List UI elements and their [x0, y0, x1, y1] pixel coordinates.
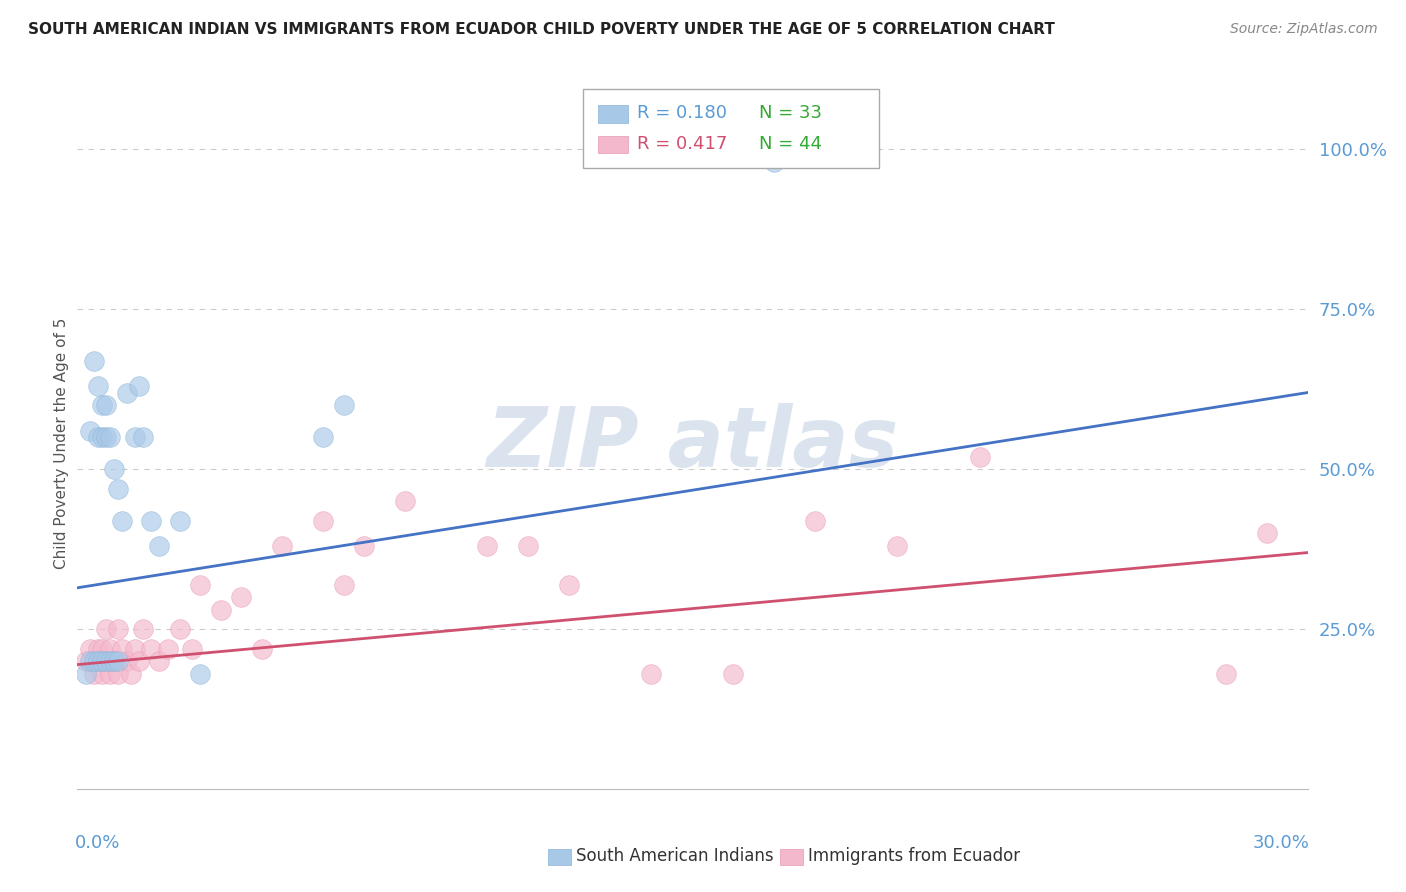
Text: R = 0.180: R = 0.180 [637, 104, 727, 122]
Point [209, 603, 232, 617]
Point [763, 155, 786, 169]
Point [169, 623, 191, 637]
Point [94, 654, 117, 668]
Point [394, 494, 416, 508]
Text: R = 0.417: R = 0.417 [637, 135, 727, 153]
Point [79, 641, 101, 656]
Point [87, 641, 110, 656]
Point [90, 641, 114, 656]
Point [312, 514, 335, 528]
Point [132, 430, 155, 444]
Point [124, 430, 146, 444]
Point [599, 149, 621, 163]
Point [231, 591, 253, 605]
Point [98, 654, 121, 668]
Point [98, 641, 121, 656]
Point [969, 450, 991, 464]
Point [804, 514, 827, 528]
Point [1215, 667, 1237, 681]
Point [181, 641, 204, 656]
Text: Source: ZipAtlas.com: Source: ZipAtlas.com [1230, 22, 1378, 37]
Point [94, 623, 117, 637]
Point [333, 577, 356, 591]
Text: N = 33: N = 33 [759, 104, 823, 122]
Point [250, 641, 273, 656]
Point [90, 654, 114, 668]
Point [90, 667, 114, 681]
Point [94, 398, 117, 412]
Point [83, 654, 105, 668]
Text: Immigrants from Ecuador: Immigrants from Ecuador [808, 847, 1021, 865]
Point [107, 667, 129, 681]
Point [640, 667, 662, 681]
Point [477, 539, 499, 553]
Point [90, 430, 114, 444]
Point [103, 654, 125, 668]
Text: South American Indians: South American Indians [576, 847, 775, 865]
Point [188, 667, 212, 681]
Point [148, 539, 170, 553]
Point [111, 514, 134, 528]
Point [75, 654, 97, 668]
Point [87, 654, 110, 668]
Point [90, 398, 114, 412]
Point [353, 539, 375, 553]
Point [103, 654, 125, 668]
Point [98, 667, 121, 681]
Point [107, 654, 129, 668]
Point [128, 379, 150, 393]
Point [79, 424, 101, 438]
Point [94, 430, 117, 444]
Point [312, 430, 335, 444]
Point [83, 353, 105, 368]
Point [156, 641, 179, 656]
Point [333, 398, 356, 412]
Point [141, 514, 163, 528]
Point [188, 577, 212, 591]
Text: 30.0%: 30.0% [1253, 834, 1310, 853]
Point [169, 514, 191, 528]
Point [1256, 526, 1278, 541]
Text: N = 44: N = 44 [759, 135, 823, 153]
Point [558, 577, 581, 591]
Point [132, 623, 155, 637]
Point [141, 641, 163, 656]
Point [128, 654, 150, 668]
Point [148, 654, 170, 668]
Point [115, 654, 138, 668]
Point [120, 667, 142, 681]
Point [111, 641, 134, 656]
Text: 0.0%: 0.0% [75, 834, 121, 853]
Point [87, 379, 110, 393]
Point [94, 654, 117, 668]
Point [79, 654, 101, 668]
Point [124, 641, 146, 656]
Point [75, 667, 97, 681]
Point [271, 539, 294, 553]
Text: SOUTH AMERICAN INDIAN VS IMMIGRANTS FROM ECUADOR CHILD POVERTY UNDER THE AGE OF : SOUTH AMERICAN INDIAN VS IMMIGRANTS FROM… [28, 22, 1054, 37]
Point [103, 462, 125, 476]
Point [98, 430, 121, 444]
Point [517, 539, 540, 553]
Point [83, 667, 105, 681]
Y-axis label: Child Poverty Under the Age of 5: Child Poverty Under the Age of 5 [53, 318, 69, 569]
Point [107, 482, 129, 496]
Point [115, 385, 138, 400]
Point [87, 430, 110, 444]
Point [107, 623, 129, 637]
Text: ZIP atlas: ZIP atlas [486, 403, 898, 484]
Point [723, 667, 745, 681]
Point [87, 654, 110, 668]
Point [886, 539, 908, 553]
